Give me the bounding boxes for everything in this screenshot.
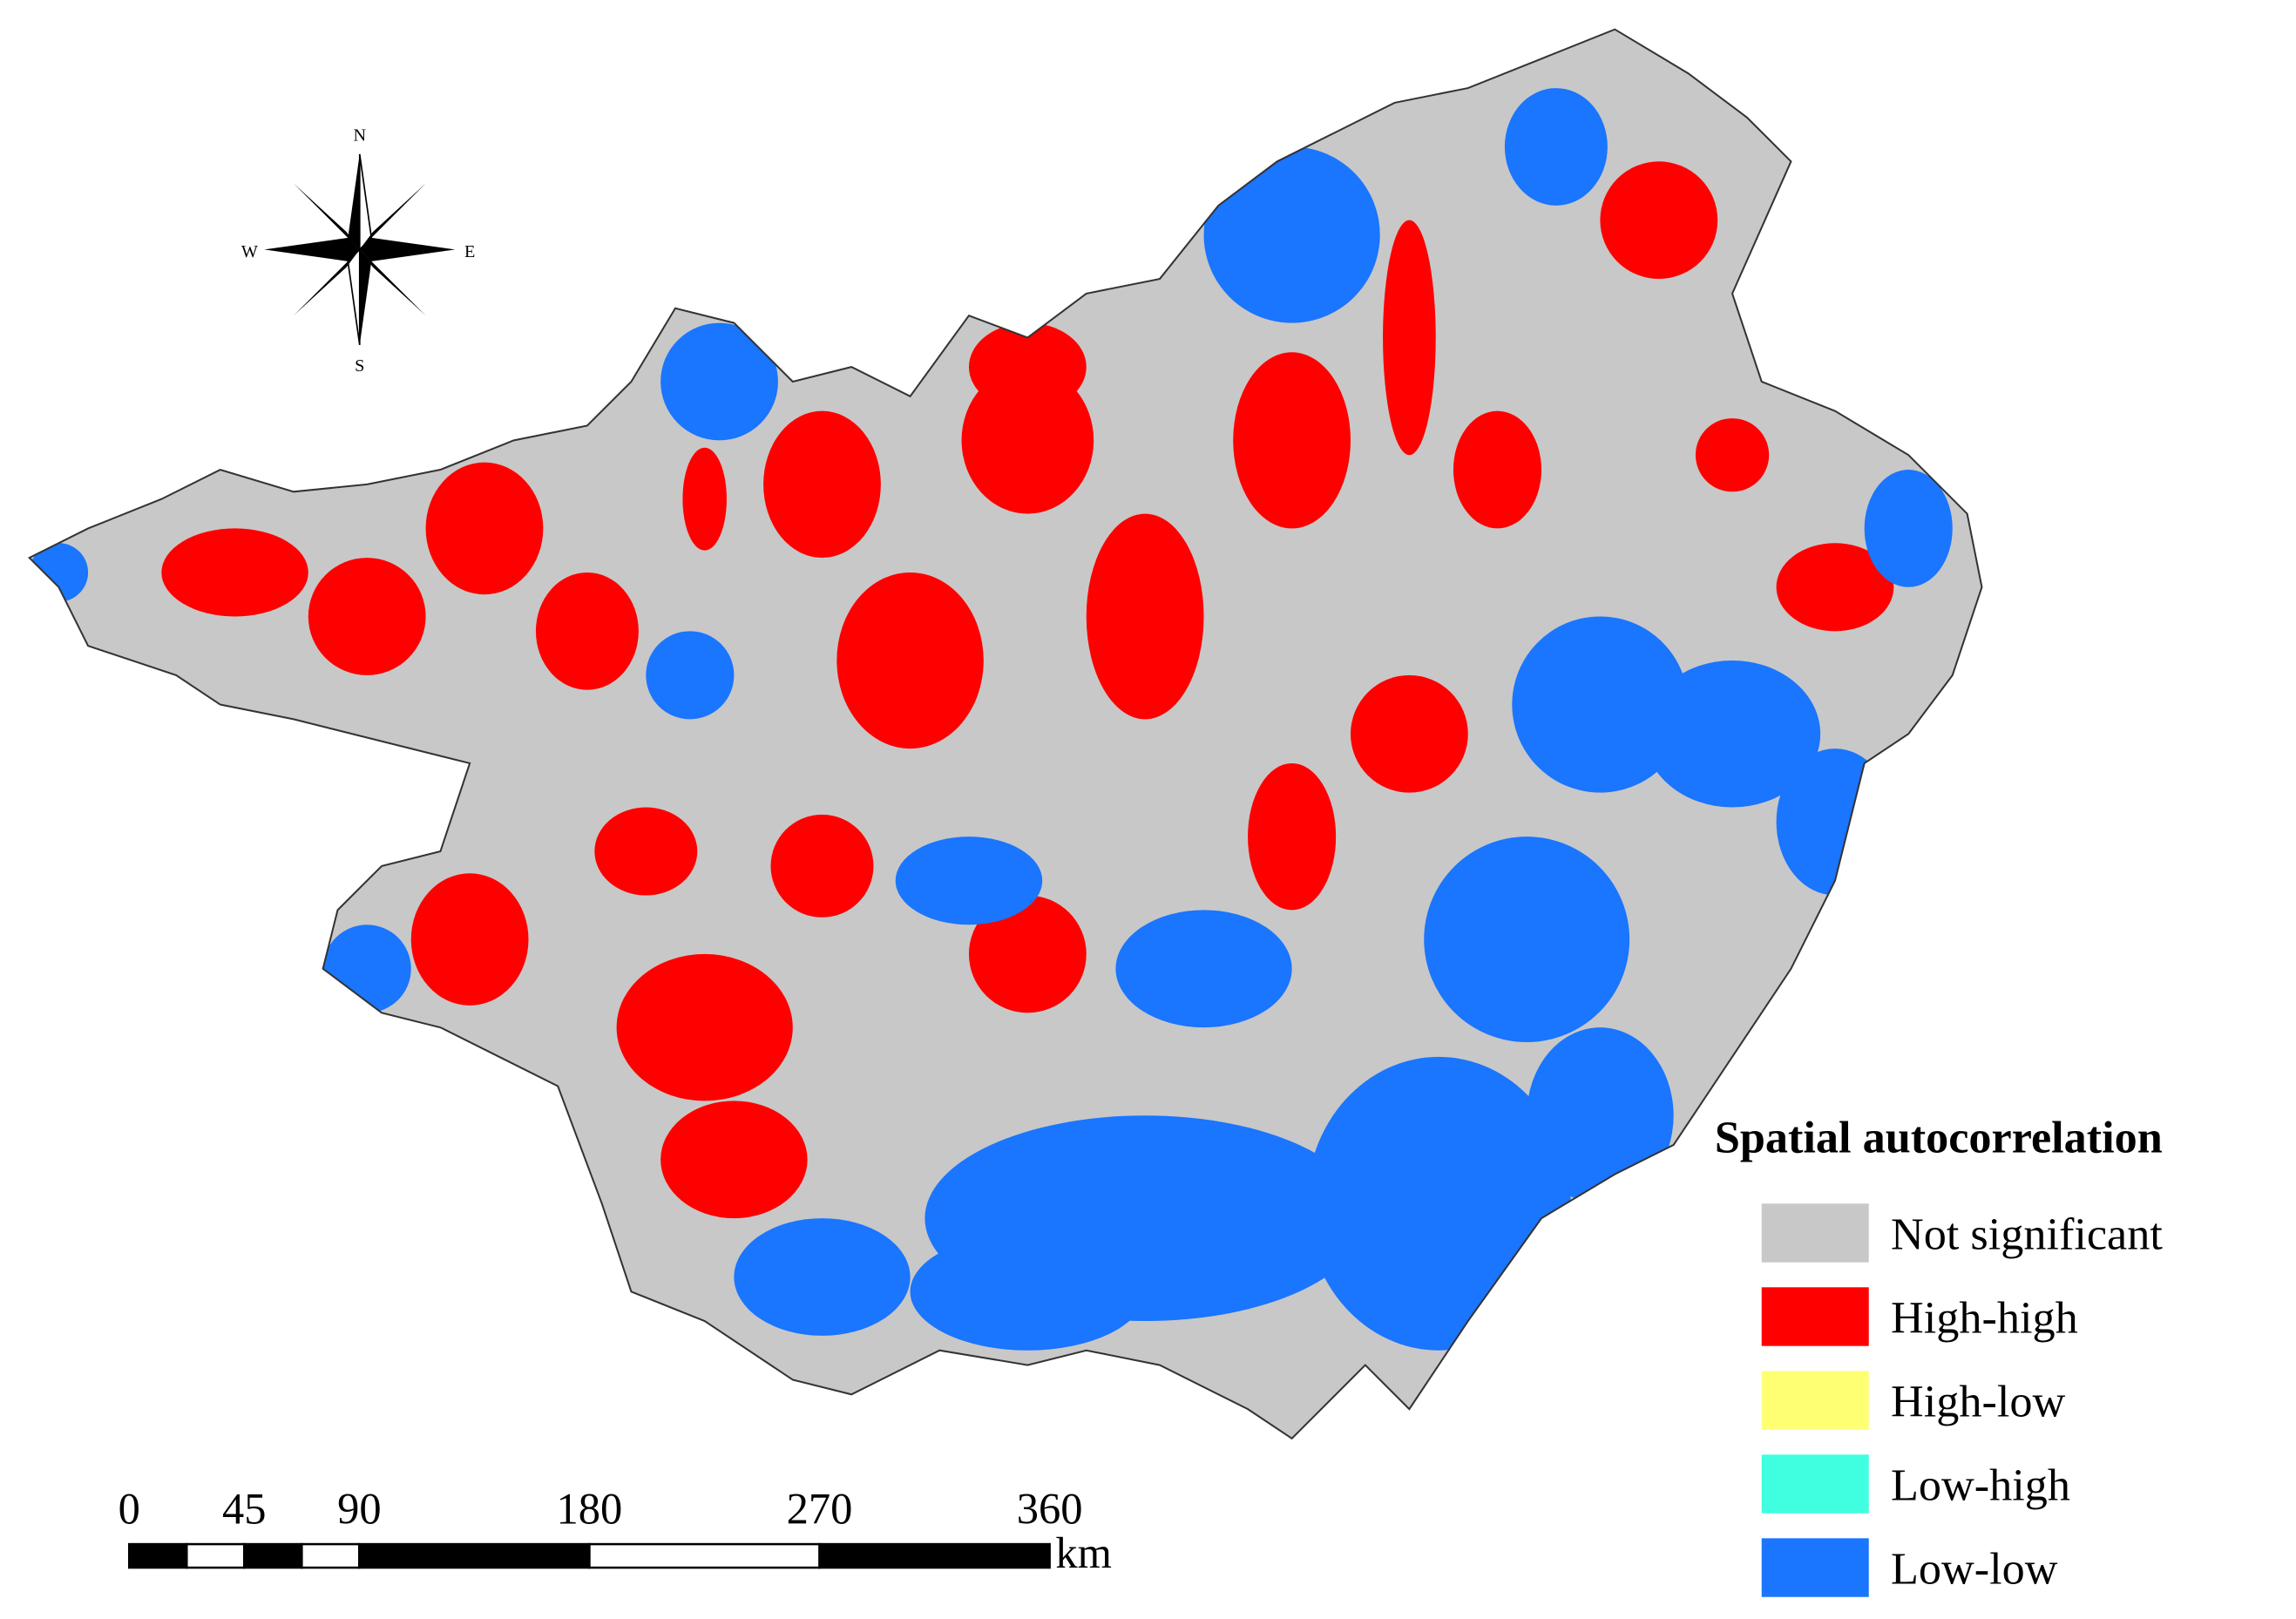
scale-segment — [243, 1542, 303, 1569]
legend: Spatial autocorrelation Not significant H… — [1715, 1112, 2163, 1597]
scale-segment — [301, 1542, 361, 1569]
scale-tick-label: 0 — [119, 1485, 140, 1534]
compass-east: E — [464, 242, 475, 261]
scale-tick-label: 360 — [1017, 1485, 1083, 1534]
legend-label: Not significant — [1891, 1209, 2163, 1260]
scale-unit: km — [1055, 1528, 1112, 1577]
high-high-patches — [161, 161, 1894, 1219]
region-map — [28, 28, 1983, 1439]
scale-segment — [186, 1542, 246, 1569]
legend-title: Spatial autocorrelation — [1715, 1112, 2163, 1162]
scale-segment — [588, 1542, 821, 1569]
legend-swatch — [1761, 1203, 1869, 1263]
low-low-patches — [29, 88, 1953, 1351]
compass-west: W — [241, 242, 259, 261]
scale-tick-label: 270 — [787, 1485, 853, 1534]
scale-segment — [358, 1542, 591, 1569]
legend-swatch — [1761, 1538, 1869, 1597]
compass-south: S — [355, 356, 364, 376]
legend-label: Low-high — [1891, 1460, 2070, 1511]
scale-segment — [818, 1542, 1051, 1569]
legend-swatch — [1761, 1454, 1869, 1514]
legend-label: High-high — [1891, 1293, 2078, 1344]
legend-label: High-low — [1891, 1377, 2065, 1427]
legend-swatch — [1761, 1287, 1869, 1346]
scale-segment — [127, 1542, 188, 1569]
legend-label: Low-low — [1891, 1544, 2058, 1595]
cluster-patches — [29, 88, 1953, 1351]
scale-tick-label: 90 — [337, 1485, 382, 1534]
scale-tick-label: 45 — [222, 1485, 267, 1534]
scale-tick-label: 180 — [557, 1485, 623, 1534]
compass-rose: N S W E — [241, 126, 475, 376]
legend-swatch — [1761, 1371, 1869, 1430]
compass-north: N — [353, 126, 366, 146]
